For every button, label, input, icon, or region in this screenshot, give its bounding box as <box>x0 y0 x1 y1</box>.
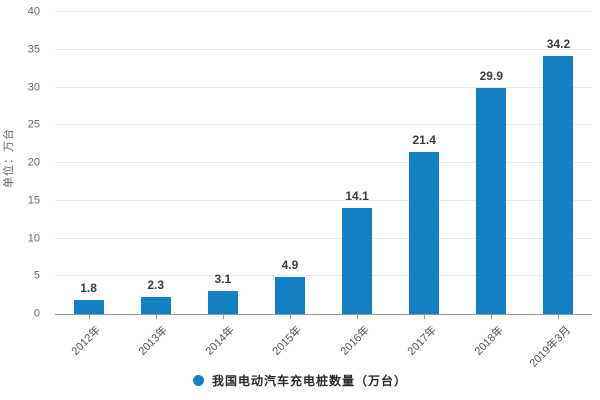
gridline <box>55 275 592 277</box>
bar-2018年[interactable] <box>476 88 507 314</box>
bar-2012年[interactable] <box>73 300 104 314</box>
bar-2017年[interactable] <box>409 152 440 314</box>
y-axis-labels: 0 5 10 15 20 25 30 35 40 <box>0 6 48 319</box>
bar-slot: 34.2 2019年3月 <box>525 12 592 370</box>
bar-2015年[interactable] <box>274 277 305 314</box>
x-tick-label: 2015年 <box>270 324 305 358</box>
bar-value-label: 4.9 <box>281 258 299 273</box>
plot-area: 1.8 2012年 2.3 2013年 3.1 2014年 4.9 2015年 14.1 2016… <box>55 11 592 370</box>
y-tick-label: 15 <box>27 194 40 207</box>
gridline <box>55 124 592 126</box>
gridline <box>55 86 592 88</box>
x-axis-tick <box>88 314 90 319</box>
legend[interactable]: 我国电动汽车充电桩数量（万台） <box>0 372 600 389</box>
y-tick-label: 20 <box>27 156 40 169</box>
bar-slot: 1.8 2012年 <box>55 12 122 358</box>
y-tick-label: 0 <box>33 307 40 320</box>
bar-value-label: 3.1 <box>214 271 232 286</box>
x-axis-tick <box>424 314 426 319</box>
bar-value-label: 29.9 <box>479 69 503 84</box>
bar-slot: 14.1 2016年 <box>324 12 391 358</box>
x-tick-label: 2016年 <box>338 324 372 358</box>
bar-value-label: 14.1 <box>345 188 369 203</box>
legend-marker-icon <box>192 375 204 386</box>
y-tick-label: 40 <box>27 5 40 18</box>
y-tick-label: 10 <box>27 232 40 244</box>
bar-slot: 4.9 2015年 <box>256 12 323 358</box>
bar-slot: 21.4 2017年 <box>391 12 458 358</box>
bar-value-label: 34.2 <box>546 36 571 51</box>
legend-label: 我国电动汽车充电桩数量（万台） <box>211 374 407 388</box>
bar-2014年[interactable] <box>207 290 238 314</box>
x-axis-tick <box>357 314 359 319</box>
x-axis-tick <box>155 314 157 319</box>
bar-2013年[interactable] <box>140 296 171 314</box>
gridline <box>55 48 592 50</box>
x-axis-tick <box>491 314 493 319</box>
bar-slots: 1.8 2012年 2.3 2013年 3.1 2014年 4.9 2015年 14.1 2016… <box>55 12 592 370</box>
bar-value-label: 21.4 <box>412 133 436 148</box>
x-tick-label: 2017年 <box>405 324 439 358</box>
bar-value-label: 1.8 <box>80 281 97 296</box>
y-tick-label: 5 <box>33 269 40 282</box>
gridline <box>55 162 592 163</box>
x-tick-label: 2013年 <box>136 324 171 358</box>
y-tick-label: 35 <box>27 43 40 56</box>
bar-slot: 3.1 2014年 <box>189 12 256 358</box>
gridline <box>55 11 592 12</box>
gridline <box>55 237 592 239</box>
y-tick-label: 30 <box>27 81 40 93</box>
bar-2016年[interactable] <box>342 207 373 314</box>
bar-slot: 29.9 2018年 <box>458 12 525 358</box>
bar-value-label: 2.3 <box>147 277 165 292</box>
x-axis-line <box>55 314 592 315</box>
bar-slot: 2.3 2013年 <box>122 12 189 358</box>
x-axis-tick <box>558 314 560 319</box>
x-axis-tick <box>222 314 224 319</box>
x-tick-label: 2012年 <box>69 324 104 358</box>
gridline <box>55 199 592 201</box>
bar-2019年3月[interactable] <box>543 55 574 314</box>
x-tick-label: 2014年 <box>203 324 238 358</box>
y-tick-label: 25 <box>27 118 40 131</box>
x-tick-label: 2018年 <box>472 324 506 358</box>
x-axis-tick <box>289 314 291 319</box>
x-tick-label: 2019年3月 <box>527 324 574 370</box>
